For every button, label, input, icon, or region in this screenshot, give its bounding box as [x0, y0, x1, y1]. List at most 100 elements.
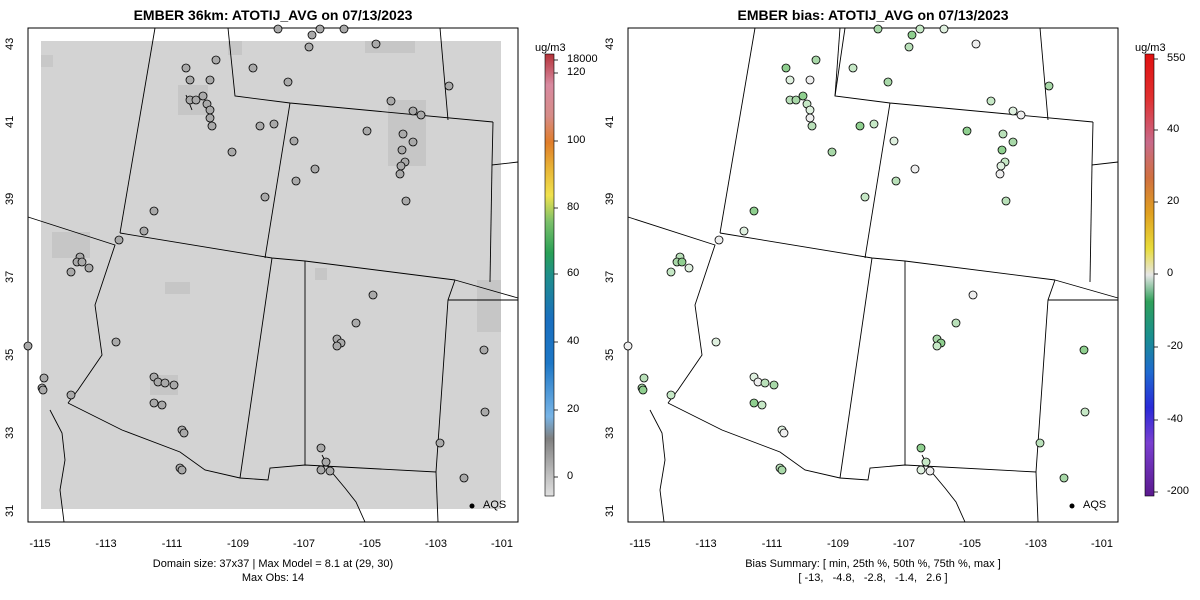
station-marker	[351, 318, 361, 328]
y-tick-label: 37	[4, 270, 16, 283]
left-colorbar	[544, 53, 558, 497]
station-marker	[179, 428, 189, 438]
station-marker	[1044, 81, 1054, 91]
station-marker	[283, 77, 293, 87]
colorbar-tick-label: -200	[1167, 485, 1190, 497]
station-marker	[769, 380, 779, 390]
station-marker	[791, 95, 801, 105]
station-marker	[1001, 196, 1011, 206]
y-tick-label: 39	[4, 192, 16, 205]
station-marker	[739, 226, 749, 236]
station-marker	[811, 55, 821, 65]
colorbar-tick-label: 120	[567, 66, 586, 78]
x-tick-label: -101	[490, 538, 514, 550]
station-marker	[889, 136, 899, 146]
station-marker	[160, 378, 170, 388]
station-marker	[205, 105, 215, 115]
y-tick-label: 35	[604, 348, 616, 361]
station-marker	[398, 129, 408, 139]
x-tick-label: -107	[292, 538, 316, 550]
right-footer-line1: Bias Summary: [ min, 25th %, 50th %, 75t…	[745, 558, 1001, 570]
colorbar-tick-label: -20	[1167, 340, 1183, 352]
station-marker	[925, 466, 935, 476]
left-stations	[23, 24, 490, 483]
station-marker	[805, 105, 815, 115]
station-marker	[749, 206, 759, 216]
station-marker	[408, 137, 418, 147]
x-tick-label: -113	[95, 538, 117, 550]
station-marker	[1079, 345, 1089, 355]
station-marker	[111, 337, 121, 347]
left-colorbar-unit: ug/m3	[535, 42, 566, 54]
aqs-legend-dot	[1069, 503, 1075, 509]
y-tick-label: 43	[604, 37, 616, 50]
model-patch	[52, 232, 90, 258]
station-marker	[416, 110, 426, 120]
x-tick-label: -101	[1090, 538, 1114, 550]
station-marker	[1080, 407, 1090, 417]
station-marker	[785, 75, 795, 85]
station-marker	[114, 235, 124, 245]
colorbar-tick-label: 550	[1167, 52, 1186, 64]
station-marker	[310, 164, 320, 174]
station-marker	[1059, 473, 1069, 483]
station-marker	[227, 147, 237, 157]
station-marker	[291, 176, 301, 186]
station-marker	[932, 341, 942, 351]
station-marker	[480, 407, 490, 417]
y-tick-label: 37	[604, 270, 616, 283]
station-marker	[939, 24, 949, 34]
station-marker	[38, 385, 48, 395]
station-marker	[855, 121, 865, 131]
aqs-legend-label: AQS	[483, 499, 507, 511]
station-marker	[66, 390, 76, 400]
station-marker	[827, 147, 837, 157]
plot-frame	[627, 27, 1119, 523]
station-marker	[149, 398, 159, 408]
station-marker	[677, 257, 687, 267]
station-marker	[191, 95, 201, 105]
station-marker	[248, 63, 258, 73]
colorbar-tick-label: 80	[567, 201, 580, 213]
station-marker	[395, 169, 405, 179]
station-marker	[269, 119, 279, 129]
x-tick-label: -107	[892, 538, 916, 550]
y-tick-label: 41	[604, 115, 616, 128]
colorbar-tick-label: -40	[1167, 413, 1183, 425]
station-marker	[459, 473, 469, 483]
station-marker	[362, 126, 372, 136]
station-marker	[666, 390, 676, 400]
right-map-panel: EMBER bias: ATOTIJ_AVG on 07/13/2023 AQS…	[600, 0, 1200, 600]
left-panel-title: EMBER 36km: ATOTIJ_AVG on 07/13/2023	[133, 7, 413, 23]
colorbar-tick-label: 0	[1167, 267, 1174, 279]
station-marker	[1008, 137, 1018, 147]
colorbar-tick-label: 20	[1167, 195, 1180, 207]
station-marker	[84, 263, 94, 273]
station-marker	[207, 121, 217, 131]
model-patch	[477, 280, 501, 332]
station-marker	[666, 267, 676, 277]
station-marker	[805, 75, 815, 85]
station-marker	[869, 119, 879, 129]
x-tick-label: -105	[958, 538, 982, 550]
station-marker	[1035, 438, 1045, 448]
x-tick-label: -115	[29, 538, 51, 550]
station-marker	[157, 400, 167, 410]
station-marker	[304, 42, 314, 52]
right-colorbar-unit: ug/m3	[1135, 42, 1166, 54]
station-marker	[910, 164, 920, 174]
right-colorbar	[1144, 53, 1158, 497]
station-marker	[177, 465, 187, 475]
station-marker	[995, 169, 1005, 179]
station-marker	[915, 24, 925, 34]
y-tick-label: 33	[604, 426, 616, 439]
y-tick-label: 35	[4, 348, 16, 361]
x-tick-label: -111	[161, 538, 183, 550]
x-tick-label: -109	[226, 538, 250, 550]
station-marker	[479, 345, 489, 355]
station-marker	[260, 192, 270, 202]
y-tick-label: 41	[4, 115, 16, 128]
station-marker	[149, 206, 159, 216]
station-marker	[198, 91, 208, 101]
station-marker	[315, 24, 325, 34]
